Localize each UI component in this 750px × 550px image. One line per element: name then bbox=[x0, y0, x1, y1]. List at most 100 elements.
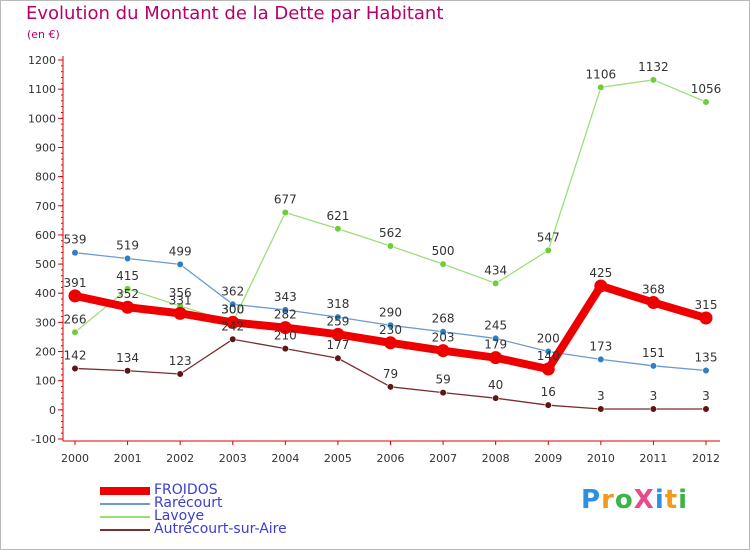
data-point bbox=[176, 260, 184, 268]
data-label: 203 bbox=[432, 331, 455, 345]
logo-letter: i bbox=[654, 485, 665, 515]
x-tick-label: 2012 bbox=[692, 452, 720, 465]
y-tick-label: 600 bbox=[35, 229, 56, 242]
data-label: 268 bbox=[432, 312, 455, 326]
data-point bbox=[489, 351, 503, 365]
x-tick-label: 2001 bbox=[114, 452, 142, 465]
data-point bbox=[281, 306, 289, 314]
data-label: 259 bbox=[326, 314, 349, 328]
logo-letter: t bbox=[664, 485, 679, 515]
y-tick-label: 500 bbox=[35, 258, 56, 271]
data-label: 140 bbox=[537, 349, 560, 363]
data-point bbox=[123, 367, 132, 375]
data-label: 123 bbox=[169, 354, 192, 368]
data-label: 40 bbox=[488, 378, 503, 392]
legend-label: Autrécourt-sur-Aire bbox=[154, 521, 287, 537]
data-label: 135 bbox=[695, 350, 718, 364]
data-point bbox=[71, 328, 79, 336]
y-tick-label: 800 bbox=[35, 171, 56, 184]
data-label: 300 bbox=[221, 302, 244, 316]
y-tick-label: -100 bbox=[31, 433, 56, 446]
x-tick-label: 2010 bbox=[587, 452, 615, 465]
data-label: 318 bbox=[326, 297, 349, 311]
data-label: 151 bbox=[642, 346, 665, 360]
data-point bbox=[334, 225, 342, 233]
data-label: 230 bbox=[379, 323, 402, 337]
y-tick-label: 400 bbox=[35, 287, 56, 300]
data-point bbox=[492, 334, 500, 343]
data-point bbox=[278, 321, 292, 335]
data-label: 3 bbox=[650, 389, 658, 403]
x-tick-label: 2003 bbox=[219, 452, 247, 465]
legend-swatch bbox=[100, 503, 150, 505]
x-tick-label: 2008 bbox=[482, 452, 510, 465]
x-tick-label: 2000 bbox=[61, 452, 89, 465]
data-point bbox=[229, 300, 237, 308]
data-point bbox=[649, 362, 658, 370]
data-point bbox=[649, 405, 658, 413]
x-tick-label: 2009 bbox=[534, 452, 562, 465]
data-label: 391 bbox=[64, 276, 87, 290]
data-label: 1132 bbox=[638, 60, 669, 74]
x-tick-label: 2005 bbox=[324, 452, 352, 465]
data-point bbox=[597, 405, 605, 413]
data-point bbox=[544, 347, 552, 356]
logo-letter: i bbox=[678, 485, 689, 515]
data-point bbox=[702, 405, 710, 413]
data-point bbox=[281, 208, 289, 217]
data-point bbox=[68, 289, 82, 303]
data-label: 315 bbox=[695, 298, 718, 312]
y-tick-label: 900 bbox=[35, 141, 56, 154]
x-tick-label: 2007 bbox=[429, 452, 457, 465]
data-label: 266 bbox=[64, 312, 87, 326]
legend-label: Lavoye bbox=[154, 508, 205, 524]
data-point bbox=[439, 389, 447, 397]
logo-letter: P bbox=[581, 485, 602, 515]
legend-swatch bbox=[100, 529, 150, 531]
data-label: 434 bbox=[484, 263, 507, 277]
data-label: 500 bbox=[432, 244, 455, 258]
x-tick-label: 2004 bbox=[271, 452, 299, 465]
data-label: 210 bbox=[274, 329, 297, 343]
data-label: 59 bbox=[435, 373, 450, 387]
data-point bbox=[123, 254, 132, 263]
data-point bbox=[492, 279, 500, 287]
logo-letter: X bbox=[633, 485, 655, 515]
data-point bbox=[384, 336, 397, 350]
data-label: 200 bbox=[537, 332, 560, 346]
data-point bbox=[594, 279, 608, 293]
data-label: 134 bbox=[116, 351, 139, 365]
data-label: 79 bbox=[383, 367, 398, 381]
x-tick-label: 2011 bbox=[639, 452, 667, 465]
legend-label: FROIDOS bbox=[154, 482, 218, 498]
data-point bbox=[649, 76, 658, 84]
data-label: 1106 bbox=[586, 67, 617, 81]
y-tick-label: 1000 bbox=[28, 112, 56, 125]
proxiti-logo: ProXiti bbox=[581, 485, 688, 515]
data-point bbox=[121, 300, 135, 314]
data-label: 621 bbox=[326, 209, 349, 223]
data-point bbox=[71, 249, 79, 257]
y-tick-label: 100 bbox=[35, 375, 56, 388]
data-point bbox=[702, 366, 710, 375]
data-label: 677 bbox=[274, 192, 297, 206]
data-point bbox=[436, 344, 450, 358]
data-point bbox=[176, 370, 184, 378]
data-point bbox=[492, 394, 500, 402]
data-point bbox=[173, 306, 187, 320]
data-label: 142 bbox=[64, 348, 87, 362]
data-point bbox=[646, 296, 660, 310]
data-label: 3 bbox=[702, 389, 710, 403]
data-label: 562 bbox=[379, 226, 402, 240]
data-label: 331 bbox=[169, 293, 192, 307]
data-point bbox=[386, 321, 395, 329]
y-tick-label: 1100 bbox=[28, 83, 56, 96]
data-point bbox=[331, 327, 345, 341]
y-tick-label: 200 bbox=[35, 346, 56, 359]
legend-swatch bbox=[100, 516, 150, 518]
data-label: 3 bbox=[597, 389, 605, 403]
data-label: 179 bbox=[484, 338, 507, 352]
y-tick-label: 1200 bbox=[28, 54, 56, 67]
legend-swatch bbox=[100, 487, 150, 495]
